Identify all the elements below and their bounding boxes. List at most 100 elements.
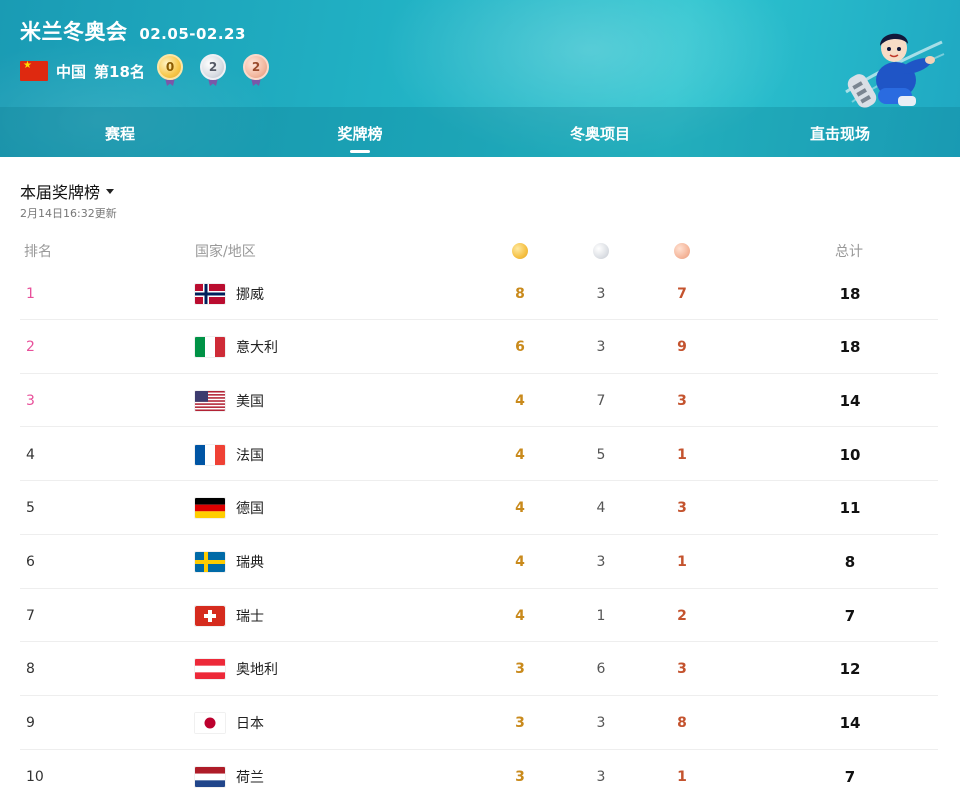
bronze-cell: 1: [677, 446, 687, 463]
silver-cell: 3: [596, 339, 606, 356]
tab-live-scene[interactable]: 直击现场: [720, 107, 960, 157]
event-dates: 02.05-02.23: [139, 25, 246, 43]
flag-cell: [195, 374, 225, 427]
total-cell: 10: [839, 445, 861, 464]
bronze-cell: 1: [677, 768, 687, 785]
total-cell: 14: [839, 714, 861, 733]
italy-flag-icon: [195, 337, 225, 358]
bronze-cell: 9: [677, 339, 687, 356]
table-row[interactable]: 4 法国 4 5 1 10: [20, 428, 938, 482]
nav-tabs: 赛程 奖牌榜 冬奥项目 直击现场: [0, 107, 960, 157]
gold-cell: 4: [515, 392, 525, 409]
caret-down-icon: [106, 188, 115, 194]
flag-cell: [195, 482, 225, 535]
table-row[interactable]: 1 挪威 8 3 7 18: [20, 267, 938, 320]
silver-cell: 7: [596, 392, 606, 409]
japan-flag-icon: [195, 713, 225, 734]
bronze-cell: 3: [677, 661, 687, 678]
china-bronze-medal-icon: 2: [243, 54, 269, 86]
table-row[interactable]: 6 瑞典 4 3 1 8: [20, 536, 938, 589]
active-tab-indicator: [350, 150, 370, 153]
usa-flag-icon: [195, 390, 225, 411]
flag-cell: [195, 643, 225, 696]
country-cell: 意大利: [236, 340, 278, 357]
country-cell: 荷兰: [236, 769, 264, 786]
flag-cell: [195, 750, 225, 803]
total-cell: 11: [839, 499, 861, 518]
gold-cell: 8: [515, 285, 525, 302]
table-row[interactable]: 8 奥地利 3 6 3 12: [20, 643, 938, 696]
gold-cell: 3: [515, 661, 525, 678]
silver-cell: 3: [596, 768, 606, 785]
table-row[interactable]: 2 意大利 6 3 9 18: [20, 321, 938, 374]
table-row[interactable]: 10 荷兰 3 3 1 7: [20, 750, 938, 803]
total-cell: 7: [844, 767, 856, 786]
silver-medal-icon: [593, 243, 609, 259]
country-cell: 日本: [236, 716, 264, 733]
sweden-flag-icon: [195, 552, 225, 572]
total-cell: 14: [839, 391, 861, 410]
total-cell: 18: [839, 284, 861, 303]
netherlands-flag-icon: [195, 766, 225, 787]
tab-winter-events-label: 冬奥项目: [569, 125, 630, 143]
rank-cell: 5: [26, 500, 35, 517]
tab-schedule[interactable]: 赛程: [0, 107, 240, 157]
country-cell: 法国: [236, 447, 264, 464]
tab-live-scene-label: 直击现场: [809, 125, 870, 143]
col-header-country: 国家/地区: [195, 244, 256, 260]
bronze-medal-icon: [674, 243, 690, 259]
china-silver-count: 2: [200, 54, 226, 80]
table-row[interactable]: 3 美国 4 7 3 14: [20, 374, 938, 428]
table-row[interactable]: 5 德国 4 4 3 11: [20, 482, 938, 535]
rank-cell: 1: [26, 285, 35, 302]
bronze-cell: 1: [677, 554, 687, 570]
total-cell: 12: [839, 660, 861, 679]
china-summary: 中国 第18名: [20, 58, 145, 84]
silver-cell: 6: [596, 661, 606, 678]
gold-cell: 4: [515, 446, 525, 463]
silver-cell: 4: [596, 500, 606, 517]
china-rank: 第18名: [94, 62, 145, 81]
rank-cell: 10: [26, 768, 44, 785]
gold-cell: 3: [515, 715, 525, 732]
china-gold-count: 0: [157, 54, 183, 80]
rank-cell: 4: [26, 446, 35, 463]
rank-cell: 8: [26, 661, 35, 678]
bronze-cell: 7: [677, 285, 687, 302]
bronze-cell: 2: [677, 607, 687, 624]
country-cell: 美国: [236, 393, 264, 410]
rank-cell: 9: [26, 715, 35, 732]
rank-cell: 6: [26, 554, 35, 570]
bronze-cell: 3: [677, 392, 687, 409]
china-bronze-count: 2: [243, 54, 269, 80]
table-row[interactable]: 9 日本 3 3 8 14: [20, 697, 938, 750]
tab-medal-table-label: 奖牌榜: [337, 125, 383, 143]
medal-board-selector[interactable]: 本届奖牌榜: [20, 179, 115, 203]
gold-cell: 4: [515, 500, 525, 517]
country-cell: 瑞典: [236, 555, 264, 571]
gold-cell: 6: [515, 339, 525, 356]
silver-cell: 5: [596, 446, 606, 463]
gold-cell: 3: [515, 768, 525, 785]
china-silver-medal-icon: 2: [200, 54, 226, 86]
gold-cell: 4: [515, 607, 525, 624]
austria-flag-icon: [195, 659, 225, 680]
flag-cell: [195, 428, 225, 481]
table-row[interactable]: 7 瑞士 4 1 2 7: [20, 589, 938, 643]
flag-cell: [195, 697, 225, 750]
tab-medal-table[interactable]: 奖牌榜: [240, 107, 480, 157]
country-cell: 德国: [236, 501, 264, 518]
col-header-rank: 排名: [24, 244, 52, 260]
tab-schedule-label: 赛程: [104, 125, 135, 143]
flag-cell: [195, 267, 225, 320]
gold-medal-icon: [512, 243, 528, 259]
total-cell: 18: [839, 338, 861, 357]
tab-winter-events[interactable]: 冬奥项目: [480, 107, 720, 157]
rank-cell: 7: [26, 607, 35, 624]
gold-cell: 4: [515, 554, 525, 570]
medal-board-title: 本届奖牌榜: [20, 183, 101, 202]
bronze-cell: 3: [677, 500, 687, 517]
china-flag-icon: [20, 60, 48, 81]
event-title: 米兰冬奥会 02.05-02.23: [20, 16, 246, 46]
header-banner: 米兰冬奥会 02.05-02.23 中国 第18名 0 2 2: [0, 0, 960, 157]
